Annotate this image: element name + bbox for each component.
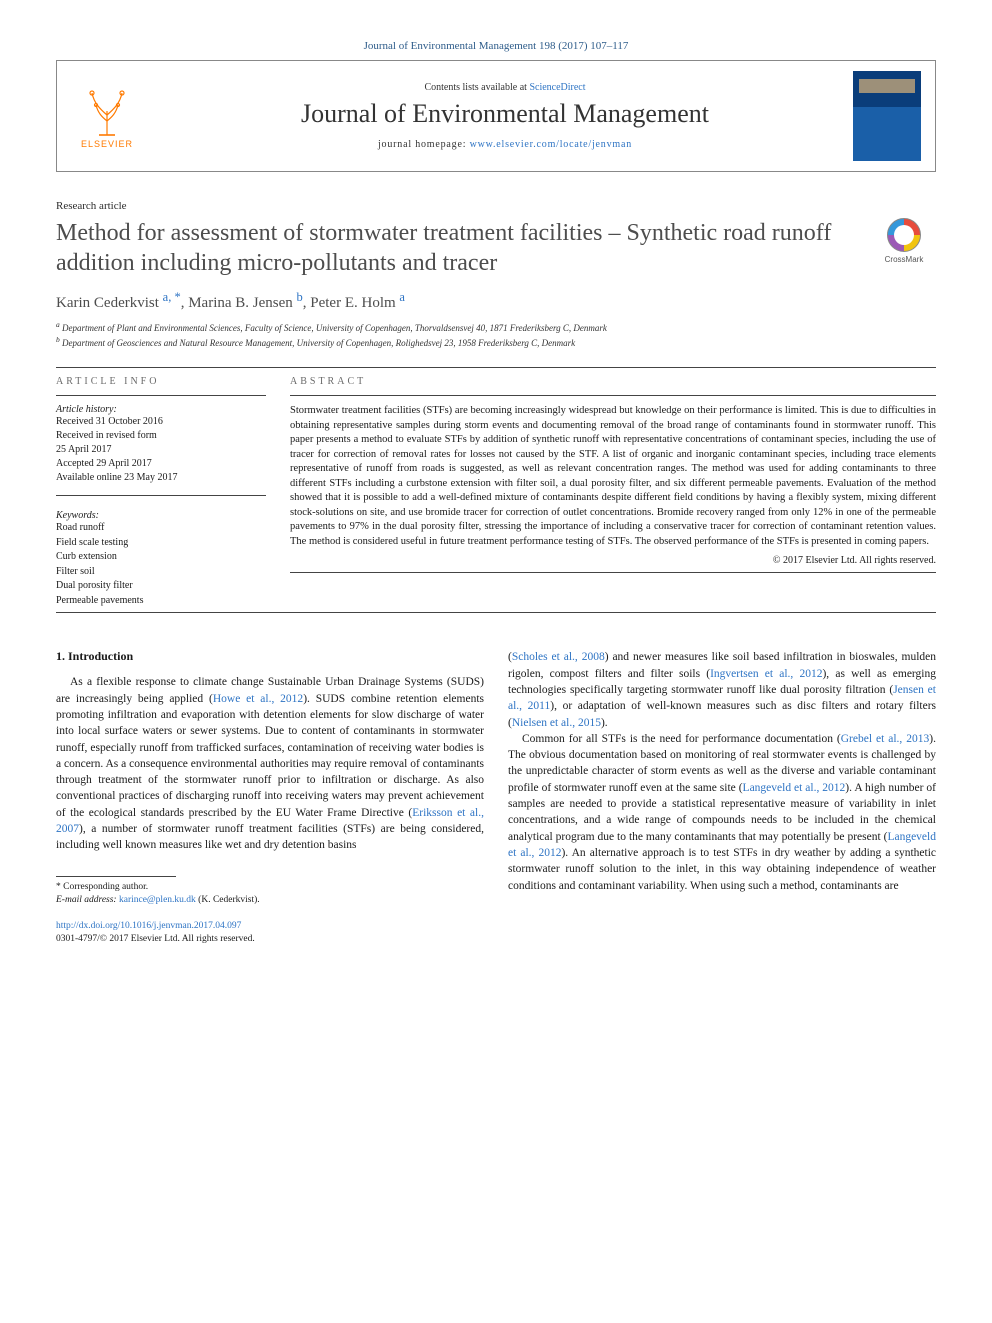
crossmark-icon (887, 218, 921, 252)
history-line: Available online 23 May 2017 (56, 471, 266, 485)
abstract-heading: ABSTRACT (290, 376, 936, 387)
doi-link[interactable]: http://dx.doi.org/10.1016/j.jenvman.2017… (56, 921, 241, 931)
journal-name: Journal of Environmental Management (157, 99, 853, 129)
body-paragraph: Common for all STFs is the need for perf… (508, 731, 936, 894)
history-line: 25 April 2017 (56, 443, 266, 457)
keyword: Dual porosity filter (56, 579, 266, 594)
abstract-copyright: © 2017 Elsevier Ltd. All rights reserved… (290, 555, 936, 566)
history-line: Received 31 October 2016 (56, 415, 266, 429)
body-paragraph: As a flexible response to climate change… (56, 674, 484, 854)
masthead: ELSEVIER Contents lists available at Sci… (56, 60, 936, 172)
author-list: Karin Cederkvist a, *, Marina B. Jensen … (56, 290, 936, 312)
keyword: Filter soil (56, 565, 266, 580)
contents-line: Contents lists available at ScienceDirec… (157, 82, 853, 93)
journal-homepage: journal homepage: www.elsevier.com/locat… (157, 139, 853, 150)
affiliation-b: b Department of Geosciences and Natural … (56, 335, 936, 350)
affiliation-a: a Department of Plant and Environmental … (56, 320, 936, 335)
issn-copyright: 0301-4797/© 2017 Elsevier Ltd. All right… (56, 933, 936, 946)
crossmark-badge[interactable]: CrossMark (872, 218, 936, 264)
journal-cover-thumbnail (853, 71, 921, 161)
abstract-text: Stormwater treatment facilities (STFs) a… (290, 404, 936, 549)
article-title: Method for assessment of stormwater trea… (56, 218, 860, 278)
journal-reference: Journal of Environmental Management 198 … (56, 40, 936, 52)
elsevier-wordmark: ELSEVIER (71, 139, 143, 149)
crossmark-label: CrossMark (872, 255, 936, 264)
homepage-link[interactable]: www.elsevier.com/locate/jenvman (470, 139, 632, 150)
email-line: E-mail address: karince@plen.ku.dk (K. C… (56, 894, 484, 907)
history-line: Received in revised form (56, 429, 266, 443)
author-email-link[interactable]: karince@plen.ku.dk (119, 895, 196, 905)
article-type: Research article (56, 200, 936, 212)
keyword: Field scale testing (56, 536, 266, 551)
keyword: Permeable pavements (56, 594, 266, 609)
history-heading: Article history: (56, 404, 266, 415)
article-info-heading: ARTICLE INFO (56, 376, 266, 387)
elsevier-logo[interactable]: ELSEVIER (71, 83, 143, 149)
keyword: Curb extension (56, 550, 266, 565)
elsevier-tree-icon (80, 83, 134, 137)
keywords-heading: Keywords: (56, 510, 266, 521)
affiliations: a Department of Plant and Environmental … (56, 320, 936, 349)
history-line: Accepted 29 April 2017 (56, 457, 266, 471)
keyword: Road runoff (56, 521, 266, 536)
section-heading-introduction: 1. Introduction (56, 649, 484, 664)
sciencedirect-link[interactable]: ScienceDirect (529, 82, 585, 93)
corresponding-author-note: * Corresponding author. (56, 881, 484, 894)
body-paragraph: (Scholes et al., 2008) and newer measure… (508, 649, 936, 731)
